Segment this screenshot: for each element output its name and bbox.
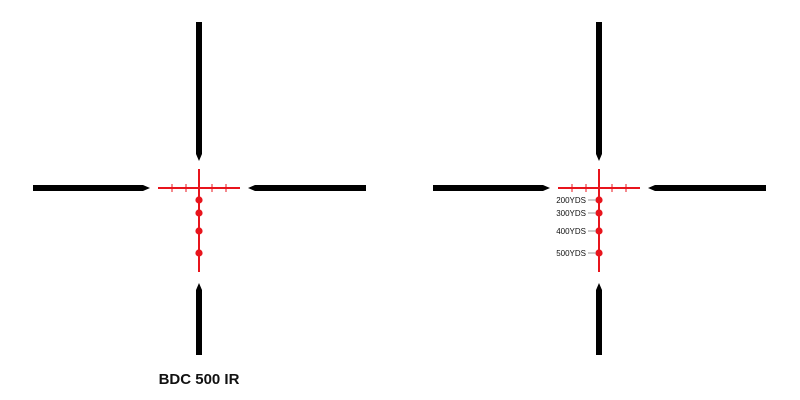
reticle-name: BDC 500 IR — [158, 371, 240, 388]
holdover-dot — [195, 196, 203, 204]
holdover-label: 400YDS — [556, 227, 586, 236]
holdover-dot — [595, 227, 603, 235]
bottom-post — [596, 283, 602, 355]
right-post — [248, 185, 366, 191]
holdover-dot — [195, 227, 203, 235]
left-post — [433, 185, 550, 191]
holdover-dot — [195, 249, 203, 257]
holdover-dot — [195, 209, 203, 217]
holdover-dot — [595, 209, 603, 217]
holdover-label: 200YDS — [556, 196, 586, 205]
holdover-label: 300YDS — [556, 209, 586, 218]
holdover-label: 500YDS — [556, 249, 586, 258]
right-post — [648, 185, 766, 191]
holdover-dot — [595, 249, 603, 257]
left-post — [33, 185, 150, 191]
top-post — [196, 22, 202, 161]
holdover-dot — [595, 196, 603, 204]
top-post — [596, 22, 602, 161]
bottom-post — [196, 283, 202, 355]
